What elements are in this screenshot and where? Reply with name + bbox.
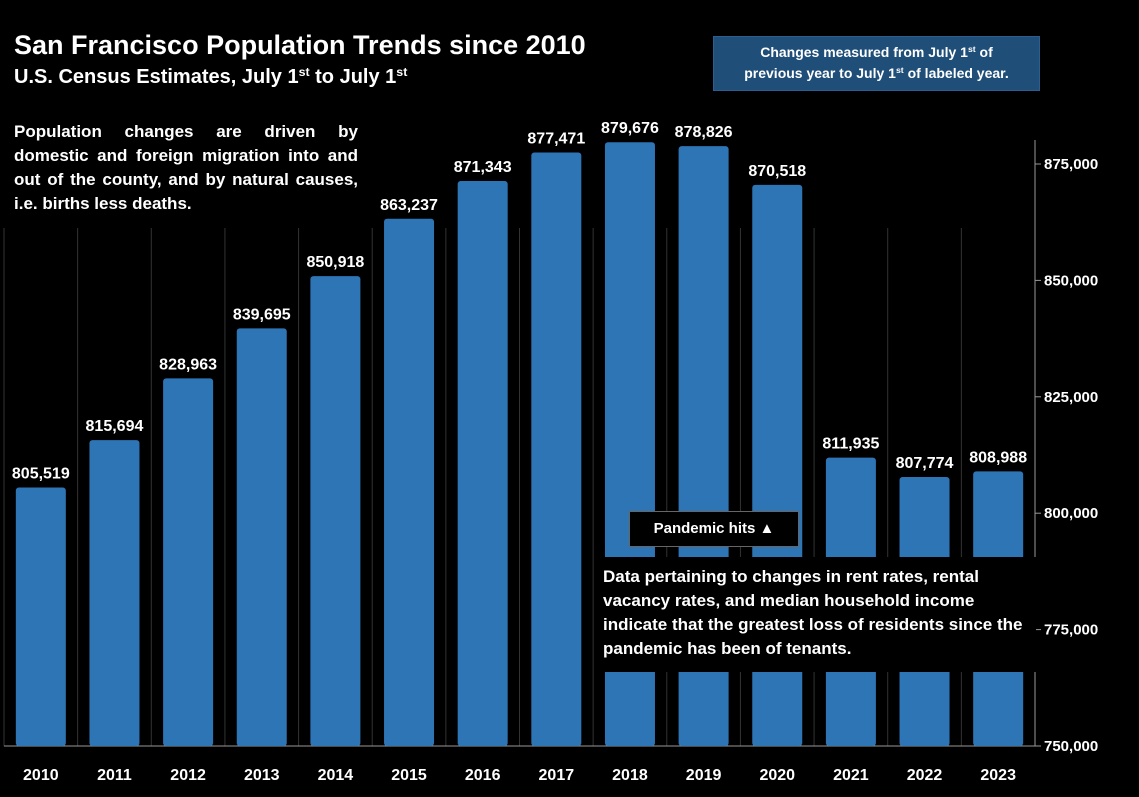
pandemic-hits-label: Pandemic hits ▲	[629, 511, 799, 547]
measurement-note-box: Changes measured from July 1st of previo…	[713, 36, 1040, 91]
y-tick-label: 825,000	[1044, 389, 1098, 406]
y-tick-label: 850,000	[1044, 272, 1098, 289]
y-tick-label: 775,000	[1044, 622, 1098, 639]
value-label: 879,676	[601, 120, 659, 137]
chart-title: San Francisco Population Trends since 20…	[14, 30, 586, 60]
subtitle-text-1: U.S. Census Estimates, July 1	[14, 66, 299, 88]
value-label: 839,695	[233, 306, 291, 323]
note-line-1: Changes measured from July 1st of	[714, 42, 1039, 63]
x-tick-label: 2012	[170, 767, 206, 784]
pandemic-label-text: Pandemic hits	[653, 520, 756, 537]
note-line-1-sup: st	[967, 44, 976, 55]
x-tick-label: 2010	[23, 767, 59, 784]
value-label: 811,935	[822, 436, 879, 453]
value-label: 808,988	[969, 449, 1027, 466]
subtitle-sup-1: st	[298, 65, 310, 80]
x-tick-label: 2021	[833, 767, 869, 784]
x-tick-label: 2017	[539, 767, 575, 784]
value-label: 807,774	[896, 455, 954, 472]
x-tick-label: 2022	[907, 767, 943, 784]
bar-2012	[163, 378, 214, 746]
x-tick-label: 2023	[980, 767, 1016, 784]
bar-2010	[15, 487, 66, 746]
y-tick-label: 875,000	[1044, 156, 1098, 173]
note-line-1-end: of	[975, 44, 993, 60]
y-tick-label: 750,000	[1044, 738, 1098, 755]
bar-2015	[384, 218, 435, 746]
x-tick-label: 2013	[244, 767, 280, 784]
bar-2014	[310, 276, 361, 746]
value-label: 815,694	[86, 418, 144, 435]
value-label: 877,471	[527, 130, 585, 147]
value-label: 871,343	[454, 159, 512, 176]
bar-2011	[89, 440, 140, 746]
note-line-1-text: Changes measured from July 1	[760, 44, 968, 60]
bar-2013	[236, 328, 287, 746]
value-label: 878,826	[675, 124, 733, 141]
value-label: 850,918	[306, 254, 364, 271]
value-label: 805,519	[12, 466, 70, 483]
chart-subtitle: U.S. Census Estimates, July 1st to July …	[14, 66, 407, 89]
value-label: 870,518	[748, 163, 806, 180]
x-tick-label: 2018	[612, 767, 648, 784]
value-label: 863,237	[380, 197, 438, 214]
subtitle-text-2: to July 1	[309, 66, 397, 88]
intro-annotation: Population changes are driven by domesti…	[14, 122, 358, 213]
tenant-data-annotation: Data pertaining to changes in rent rates…	[594, 557, 1036, 672]
up-triangle-icon: ▲	[759, 520, 775, 537]
x-tick-label: 2014	[318, 767, 354, 784]
x-tick-label: 2020	[759, 767, 795, 784]
note-line-2-end: of labeled year.	[903, 65, 1009, 81]
x-tick-label: 2015	[391, 767, 427, 784]
note-line-2-text: previous year to July 1	[744, 65, 896, 81]
x-tick-label: 2019	[686, 767, 722, 784]
subtitle-sup-2: st	[396, 65, 408, 80]
x-tick-label: 2011	[97, 767, 132, 784]
x-tick-label: 2016	[465, 767, 501, 784]
bar-2016	[457, 181, 508, 747]
note-line-2: previous year to July 1st of labeled yea…	[714, 63, 1039, 84]
tenant-data-text: Data pertaining to changes in rent rates…	[603, 567, 1023, 658]
bar-2017	[531, 152, 582, 747]
value-label: 828,963	[159, 356, 217, 373]
note-line-2-sup: st	[895, 65, 904, 76]
y-tick-label: 800,000	[1044, 505, 1098, 522]
